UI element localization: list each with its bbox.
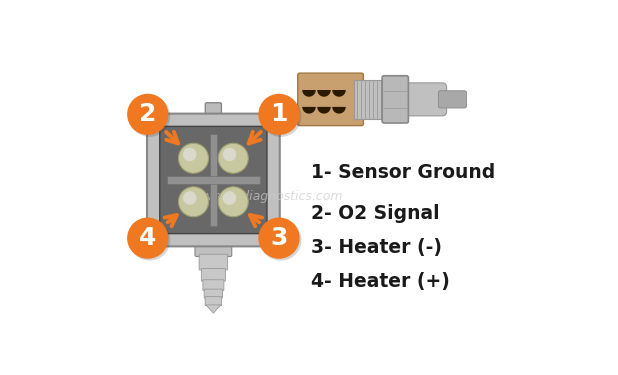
Bar — [210, 134, 217, 226]
Polygon shape — [206, 305, 221, 313]
Polygon shape — [332, 107, 345, 114]
FancyBboxPatch shape — [438, 91, 467, 108]
FancyBboxPatch shape — [268, 151, 279, 168]
FancyBboxPatch shape — [205, 103, 221, 126]
Circle shape — [218, 143, 248, 173]
Text: 3: 3 — [270, 226, 288, 250]
Polygon shape — [317, 107, 331, 114]
Circle shape — [258, 94, 300, 135]
Circle shape — [127, 94, 168, 135]
Polygon shape — [302, 90, 316, 97]
Circle shape — [183, 191, 197, 205]
FancyBboxPatch shape — [382, 76, 408, 123]
Text: 1- Sensor Ground: 1- Sensor Ground — [311, 163, 495, 182]
Text: 4- Heater (+): 4- Heater (+) — [311, 272, 450, 291]
Circle shape — [129, 219, 170, 261]
Circle shape — [222, 191, 236, 205]
Circle shape — [179, 187, 208, 217]
FancyBboxPatch shape — [205, 297, 222, 306]
Text: 2: 2 — [139, 102, 156, 126]
Circle shape — [183, 148, 197, 161]
FancyBboxPatch shape — [268, 192, 279, 209]
Bar — [354, 80, 387, 119]
Circle shape — [260, 219, 302, 261]
Text: 1: 1 — [270, 102, 288, 126]
Circle shape — [179, 143, 208, 173]
FancyBboxPatch shape — [199, 254, 227, 270]
FancyBboxPatch shape — [148, 151, 159, 168]
Circle shape — [222, 148, 236, 161]
Circle shape — [258, 217, 300, 259]
Circle shape — [127, 217, 168, 259]
Text: 4: 4 — [139, 226, 156, 250]
Polygon shape — [332, 90, 345, 97]
FancyBboxPatch shape — [148, 192, 159, 209]
Circle shape — [260, 96, 302, 137]
FancyBboxPatch shape — [147, 114, 280, 246]
FancyBboxPatch shape — [400, 83, 447, 116]
FancyBboxPatch shape — [201, 268, 226, 281]
Circle shape — [218, 187, 248, 217]
Text: 3- Heater (-): 3- Heater (-) — [311, 238, 442, 257]
Polygon shape — [302, 107, 316, 114]
Bar — [167, 176, 260, 184]
FancyBboxPatch shape — [159, 126, 267, 234]
Circle shape — [129, 96, 170, 137]
Text: easyautodiagnostics.com: easyautodiagnostics.com — [185, 190, 343, 203]
FancyBboxPatch shape — [203, 280, 224, 291]
FancyBboxPatch shape — [298, 73, 363, 126]
FancyBboxPatch shape — [195, 237, 232, 256]
FancyBboxPatch shape — [204, 289, 222, 298]
Polygon shape — [317, 90, 331, 97]
Text: 2- O2 Signal: 2- O2 Signal — [311, 204, 439, 223]
